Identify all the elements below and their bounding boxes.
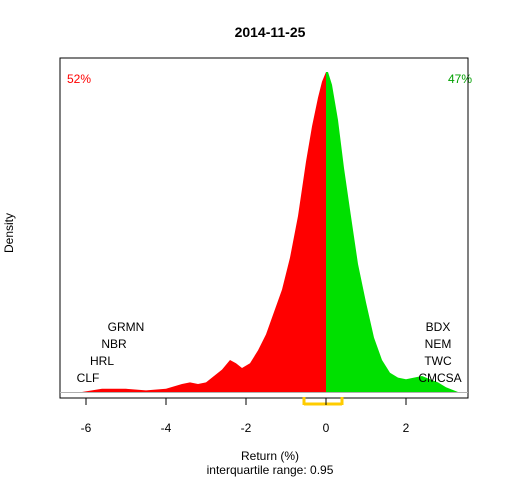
x-tick-label: 2	[403, 421, 410, 435]
stock-annotations: GRMN NBR HRL CLF BDX NEM TWC CMCSA	[77, 320, 462, 385]
pct-positive-label: 47%	[448, 72, 472, 86]
plot-frame	[59, 57, 469, 399]
annotation-left: CLF	[77, 371, 100, 385]
negative-density-area	[82, 72, 326, 392]
annotation-left: GRMN	[108, 320, 145, 334]
iqr-bracket	[302, 397, 344, 406]
x-tick-label: -4	[161, 421, 172, 435]
iqr-subtitle: interquartile range: 0.95	[207, 463, 334, 477]
annotation-right: CMCSA	[418, 371, 461, 385]
plot-area: GRMN NBR HRL CLF BDX NEM TWC CMCSA	[59, 57, 469, 406]
annotation-right: BDX	[426, 320, 451, 334]
pct-negative-label: 52%	[67, 72, 91, 86]
annotation-left: HRL	[90, 354, 114, 368]
annotation-right: TWC	[424, 354, 452, 368]
annotation-right: NEM	[425, 337, 452, 351]
x-tick-label: -6	[81, 421, 92, 435]
x-axis-label: Return (%)	[241, 449, 299, 463]
y-axis-label: Density	[2, 213, 16, 253]
density-layer	[82, 72, 458, 392]
x-tick-label: 0	[323, 421, 330, 435]
annotation-left: NBR	[101, 337, 127, 351]
positive-density-area	[326, 72, 458, 392]
x-tick-label: -2	[241, 421, 252, 435]
chart-title: 2014-11-25	[235, 24, 306, 40]
x-axis: -6 -4 -2 0 2	[81, 398, 410, 435]
